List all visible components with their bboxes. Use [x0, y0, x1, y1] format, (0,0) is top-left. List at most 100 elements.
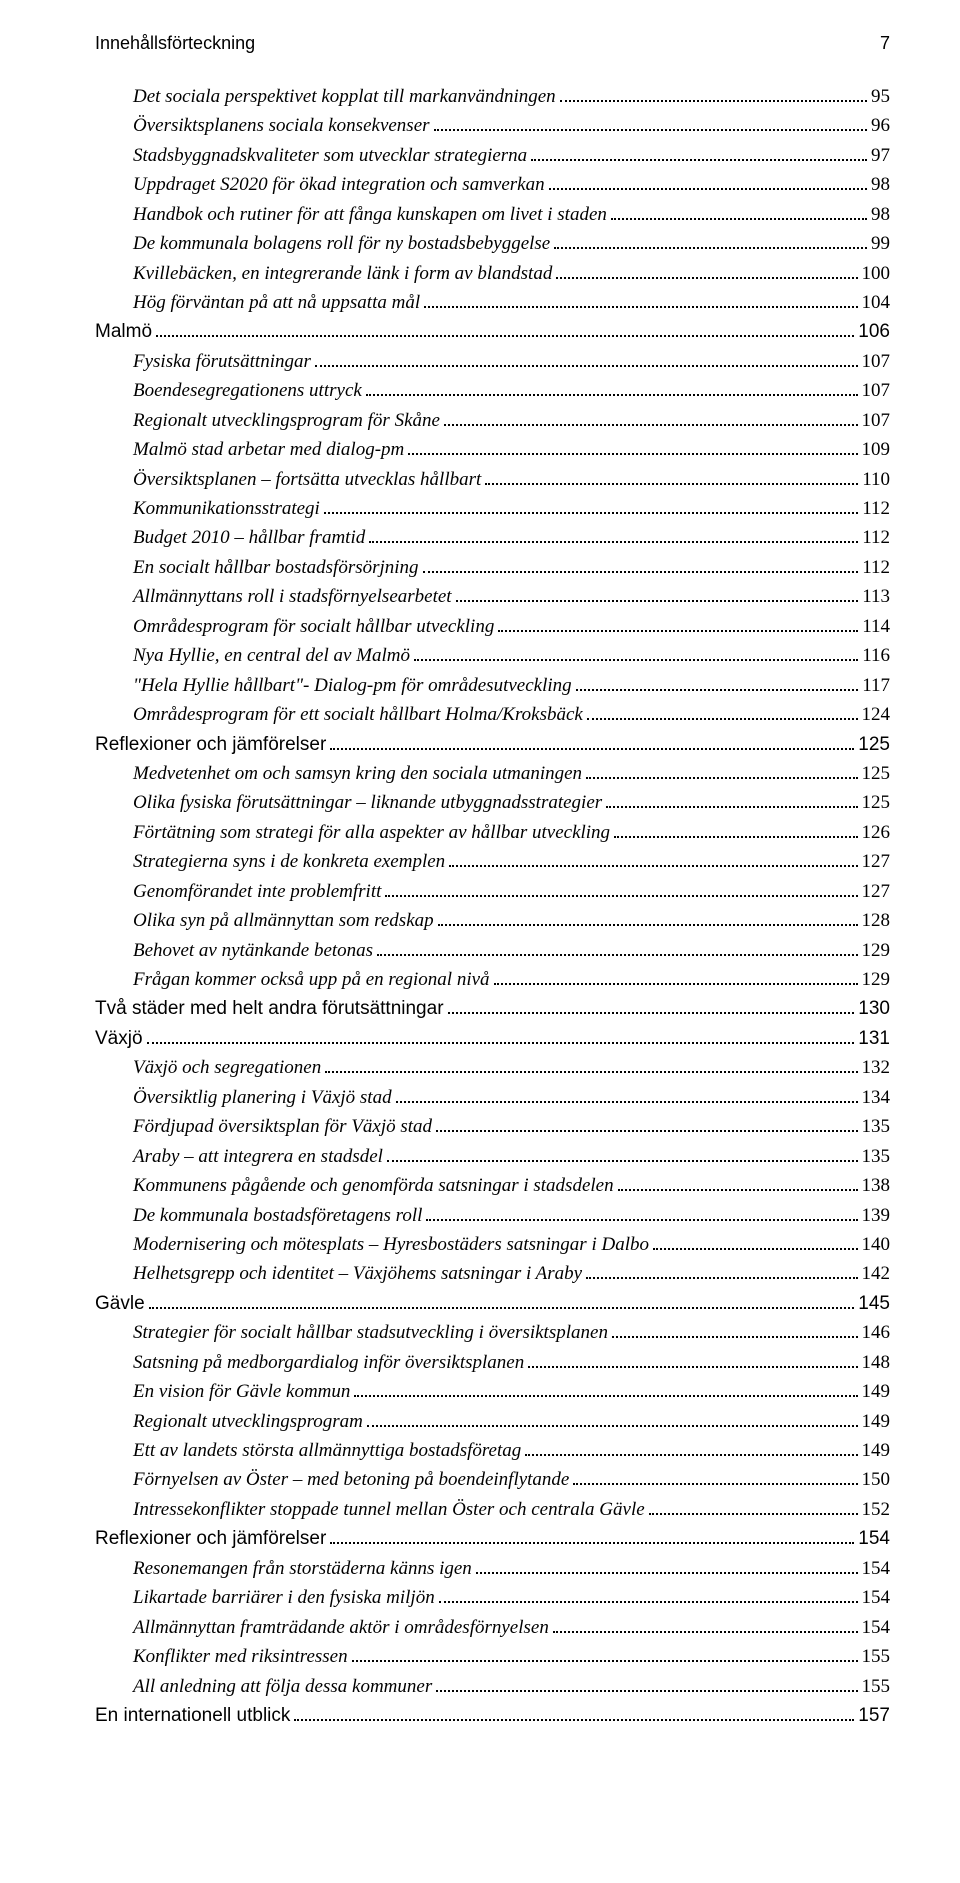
toc-entry-page: 128	[862, 906, 891, 935]
toc-entry-title: Ett av landets största allmännyttiga bos…	[133, 1436, 521, 1465]
toc-entry-page: 150	[862, 1465, 891, 1494]
toc-entry-title: Nya Hyllie, en central del av Malmö	[133, 641, 410, 670]
toc-entry-title: Araby – att integrera en stadsdel	[133, 1142, 383, 1171]
toc-leader-dots	[330, 1542, 854, 1544]
toc-leader-dots	[439, 1601, 858, 1603]
toc-entry-page: 155	[862, 1672, 891, 1701]
toc-entry-page: 154	[862, 1613, 891, 1642]
toc-entry-title: En vision för Gävle kommun	[133, 1377, 350, 1406]
toc-entry-page: 149	[862, 1377, 891, 1406]
toc-entry: Konflikter med riksintressen 155	[95, 1642, 890, 1671]
toc-leader-dots	[586, 1277, 857, 1279]
toc-entry: Förtätning som strategi för alla aspekte…	[95, 818, 890, 847]
toc-leader-dots	[618, 1189, 858, 1191]
toc-entry-page: 129	[862, 936, 891, 965]
toc-entry-page: 98	[871, 200, 890, 229]
toc-entry: Araby – att integrera en stadsdel135	[95, 1142, 890, 1171]
toc-entry: Kvillebäcken, en integrerande länk i for…	[95, 259, 890, 288]
toc-entry-page: 116	[862, 641, 890, 670]
toc-entry: Stadsbyggnadskvaliteter som utvecklar st…	[95, 141, 890, 170]
toc-entry-title: Reflexioner och jämförelser	[95, 730, 326, 759]
toc-entry-title: Områdesprogram för ett socialt hållbart …	[133, 700, 583, 729]
toc-entry-page: 155	[862, 1642, 891, 1671]
toc-entry-page: 99	[871, 229, 890, 258]
toc-entry: Likartade barriärer i den fysiska miljön…	[95, 1583, 890, 1612]
toc-entry-title: Översiktsplanen – fortsätta utvecklas hå…	[133, 465, 481, 494]
toc-entry-page: 146	[862, 1318, 891, 1347]
toc-entry-title: Handbok och rutiner för att fånga kunska…	[133, 200, 607, 229]
toc-leader-dots	[156, 335, 854, 337]
toc-entry-title: De kommunala bolagens roll för ny bostad…	[133, 229, 550, 258]
toc-entry-page: 127	[862, 847, 891, 876]
toc-leader-dots	[494, 983, 858, 985]
toc-entry-title: "Hela Hyllie hållbart"- Dialog-pm för om…	[133, 671, 572, 700]
header-title: Innehållsförteckning	[95, 30, 255, 58]
toc-entry-title: Gävle	[95, 1289, 145, 1318]
toc-leader-dots	[330, 748, 854, 750]
toc-entry: Gävle145	[95, 1289, 890, 1318]
toc-leader-dots	[549, 188, 867, 190]
toc-leader-dots	[352, 1660, 858, 1662]
toc-entry-title: Växjö	[95, 1024, 143, 1053]
toc-entry: Olika fysiska förutsättningar – liknande…	[95, 788, 890, 817]
toc-entry-page: 106	[858, 317, 890, 346]
toc-leader-dots	[147, 1042, 855, 1044]
toc-entry-page: 152	[862, 1495, 891, 1524]
toc-entry: Översiktlig planering i Växjö stad134	[95, 1083, 890, 1112]
toc-entry-page: 112	[862, 553, 890, 582]
toc-entry-title: Det sociala perspektivet kopplat till ma…	[133, 82, 556, 111]
toc-leader-dots	[434, 129, 867, 131]
toc-entry: Resonemangen från storstäderna känns ige…	[95, 1554, 890, 1583]
toc-entry-title: Områdesprogram för socialt hållbar utvec…	[133, 612, 494, 641]
toc-leader-dots	[554, 247, 867, 249]
toc-entry-title: Regionalt utvecklingsprogram för Skåne	[133, 406, 440, 435]
toc-entry: Det sociala perspektivet kopplat till ma…	[95, 82, 890, 111]
toc-entry-title: Kommunikationsstrategi	[133, 494, 320, 523]
toc-entry: Översiktsplanens sociala konsekvenser96	[95, 111, 890, 140]
toc-entry: Nya Hyllie, en central del av Malmö 116	[95, 641, 890, 670]
toc-entry: De kommunala bolagens roll för ny bostad…	[95, 229, 890, 258]
toc-leader-dots	[449, 865, 857, 867]
toc-entry-title: De kommunala bostadsföretagens roll	[133, 1201, 422, 1230]
toc-entry-title: Kommunens pågående och genomförda satsni…	[133, 1171, 614, 1200]
toc-leader-dots	[531, 159, 867, 161]
header-page-number: 7	[880, 30, 890, 58]
toc-leader-dots	[149, 1307, 855, 1309]
toc-entry-page: 125	[862, 788, 891, 817]
toc-leader-dots	[366, 394, 858, 396]
toc-entry-title: Fördjupad översiktsplan för Växjö stad	[133, 1112, 432, 1141]
toc-entry: Hög förväntan på att nå uppsatta mål104	[95, 288, 890, 317]
table-of-contents: Det sociala perspektivet kopplat till ma…	[95, 82, 890, 1731]
toc-entry-page: 148	[862, 1348, 891, 1377]
toc-entry-page: 114	[862, 612, 890, 641]
toc-leader-dots	[423, 571, 859, 573]
toc-entry: Områdesprogram för ett socialt hållbart …	[95, 700, 890, 729]
toc-entry: En internationell utblick157	[95, 1701, 890, 1730]
toc-entry-title: Behovet av nytänkande betonas	[133, 936, 373, 965]
toc-entry: Helhetsgrepp och identitet – Växjöhems s…	[95, 1259, 890, 1288]
toc-entry-title: Malmö stad arbetar med dialog-pm	[133, 435, 404, 464]
toc-leader-dots	[444, 424, 858, 426]
toc-entry: Reflexioner och jämförelser125	[95, 730, 890, 759]
toc-entry: Boendesegregationens uttryck107	[95, 376, 890, 405]
toc-leader-dots	[456, 600, 859, 602]
toc-leader-dots	[367, 1425, 858, 1427]
toc-entry-title: Allmännyttan framträdande aktör i område…	[133, 1613, 549, 1642]
toc-entry: Strategierna syns i de konkreta exemplen…	[95, 847, 890, 876]
toc-leader-dots	[553, 1631, 858, 1633]
toc-entry: Regionalt utvecklingsprogram för Skåne10…	[95, 406, 890, 435]
toc-entry-title: Genomförandet inte problemfritt	[133, 877, 381, 906]
toc-entry: Ett av landets största allmännyttiga bos…	[95, 1436, 890, 1465]
toc-entry-title: Konflikter med riksintressen	[133, 1642, 348, 1671]
toc-leader-dots	[498, 630, 858, 632]
toc-leader-dots	[528, 1366, 857, 1368]
toc-entry-title: Översiktsplanens sociala konsekvenser	[133, 111, 430, 140]
toc-entry: Översiktsplanen – fortsätta utvecklas hå…	[95, 465, 890, 494]
toc-entry: Medvetenhet om och samsyn kring den soci…	[95, 759, 890, 788]
toc-entry-page: 131	[858, 1024, 890, 1053]
toc-entry: Budget 2010 – hållbar framtid112	[95, 523, 890, 552]
toc-entry-title: Förtätning som strategi för alla aspekte…	[133, 818, 610, 847]
toc-entry-page: 134	[862, 1083, 891, 1112]
toc-leader-dots	[377, 954, 857, 956]
toc-entry-page: 100	[862, 259, 891, 288]
